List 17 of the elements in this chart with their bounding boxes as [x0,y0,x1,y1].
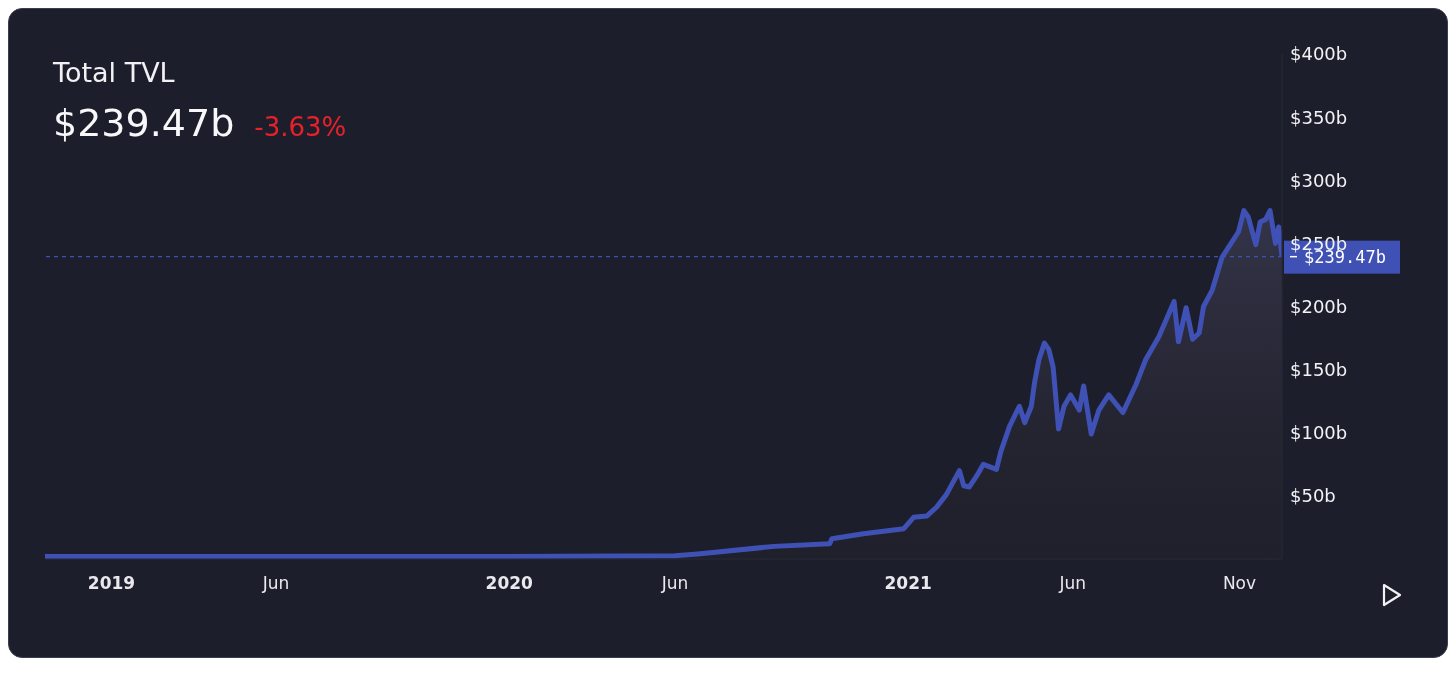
annotation: -3.63% [254,112,347,142]
x-tick-label: 2019 [87,573,136,593]
x-tick-label: Nov [1222,573,1257,593]
chart-title: Total TVL [53,57,175,88]
y-tick-label: $150b [1290,359,1348,381]
y-tick-label: $400b [1290,43,1348,65]
y-tick-label: $50b [1290,485,1336,507]
x-tick-label: Jun [261,573,290,593]
x-tick-label: Jun [1058,573,1087,593]
y-tick-label: $200b [1290,295,1348,317]
x-tick-label: Jun [660,573,689,593]
x-tick-label: 2020 [485,573,534,593]
y-tick-label: $100b [1290,422,1348,444]
y-tick-label: $350b [1290,106,1348,128]
text: $239.47b [53,101,235,145]
y-tick-label: $300b [1290,169,1348,191]
x-tick-label: 2021 [884,573,932,593]
